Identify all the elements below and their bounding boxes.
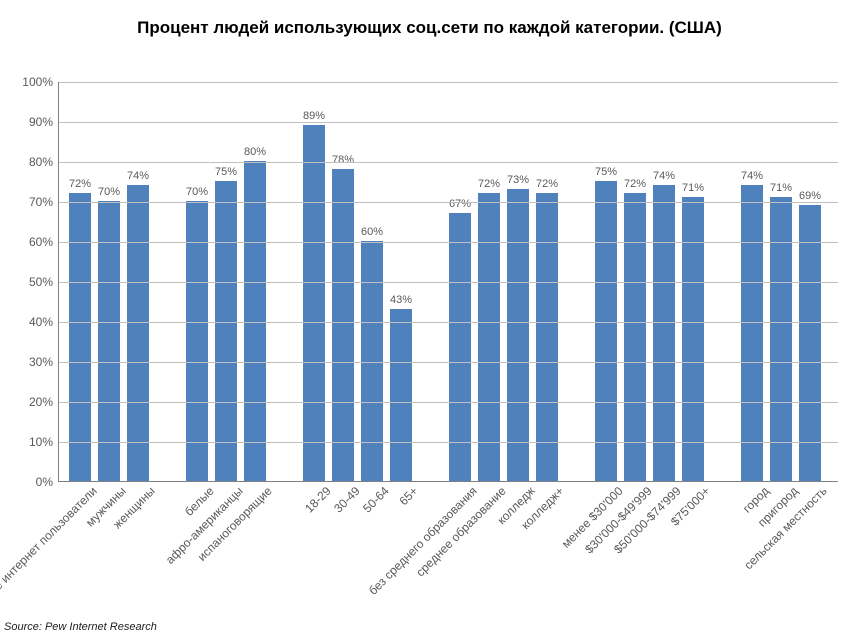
bar-value-label: 60% — [361, 226, 383, 238]
xtick-label: 18-29 — [299, 481, 333, 515]
bar: 74% — [653, 185, 675, 481]
bar-value-label: 72% — [624, 178, 646, 190]
gridline — [59, 322, 838, 323]
bar-value-label: 75% — [215, 166, 237, 178]
ytick-label: 60% — [29, 235, 53, 249]
bar: 72% — [478, 193, 500, 481]
bar-value-label: 72% — [69, 178, 91, 190]
bar-value-label: 69% — [799, 190, 821, 202]
bar: 89% — [303, 125, 325, 481]
bar-value-label: 74% — [741, 170, 763, 182]
bar: 72% — [624, 193, 646, 481]
bar-value-label: 70% — [186, 186, 208, 198]
ytick-label: 30% — [29, 355, 53, 369]
bar: 74% — [127, 185, 149, 481]
ytick-label: 100% — [22, 75, 53, 89]
ytick-label: 0% — [36, 475, 53, 489]
bar-value-label: 75% — [595, 166, 617, 178]
bar-value-label: 70% — [98, 186, 120, 198]
bar-value-label: 74% — [653, 170, 675, 182]
bar: 72% — [536, 193, 558, 481]
bar: 70% — [98, 201, 120, 481]
bar: 74% — [741, 185, 763, 481]
bar: 71% — [770, 197, 792, 481]
bar-value-label: 89% — [303, 110, 325, 122]
gridline — [59, 202, 838, 203]
bar: 43% — [390, 309, 412, 481]
bar: 72% — [69, 193, 91, 481]
bar: 78% — [332, 169, 354, 481]
xtick-label: все интернет пользователи — [0, 481, 99, 601]
ytick-label: 20% — [29, 395, 53, 409]
gridline — [59, 442, 838, 443]
gridline — [59, 282, 838, 283]
ytick-label: 70% — [29, 195, 53, 209]
bar: 71% — [682, 197, 704, 481]
bar-value-label: 73% — [507, 174, 529, 186]
bar-value-label: 78% — [332, 154, 354, 166]
ytick-label: 50% — [29, 275, 53, 289]
bar: 70% — [186, 201, 208, 481]
gridline — [59, 242, 838, 243]
gridline — [59, 122, 838, 123]
bar-value-label: 72% — [478, 178, 500, 190]
bar-value-label: 72% — [536, 178, 558, 190]
chart-plot-area: 72% 70% 74% 70% 75% 80% 89% 78% 60% 43% 67% 72% 73% 7… — [58, 82, 838, 482]
gridline — [59, 402, 838, 403]
gridline — [59, 362, 838, 363]
xtick-label: 30-49 — [328, 481, 362, 515]
bar: 67% — [449, 213, 471, 481]
bar-value-label: 74% — [127, 170, 149, 182]
bar-value-label: 67% — [449, 198, 471, 210]
xtick-label: 50-64 — [357, 481, 391, 515]
gridline — [59, 162, 838, 163]
bar-value-label: 71% — [770, 182, 792, 194]
bar-value-label: 43% — [390, 294, 412, 306]
ytick-label: 40% — [29, 315, 53, 329]
bar: 75% — [595, 181, 617, 481]
xtick-label: 65+ — [393, 481, 420, 508]
ytick-label: 90% — [29, 115, 53, 129]
ytick-label: 80% — [29, 155, 53, 169]
bar-value-label: 71% — [682, 182, 704, 194]
ytick-label: 10% — [29, 435, 53, 449]
bar-value-label: 80% — [244, 146, 266, 158]
bar: 80% — [244, 161, 266, 481]
bar: 73% — [507, 189, 529, 481]
gridline — [59, 82, 838, 83]
source-citation: Source: Pew Internet Research — [4, 621, 157, 633]
bar: 75% — [215, 181, 237, 481]
chart-title: Процент людей использующих соц.сети по к… — [0, 0, 859, 46]
bar: 60% — [361, 241, 383, 481]
bar: 69% — [799, 205, 821, 481]
